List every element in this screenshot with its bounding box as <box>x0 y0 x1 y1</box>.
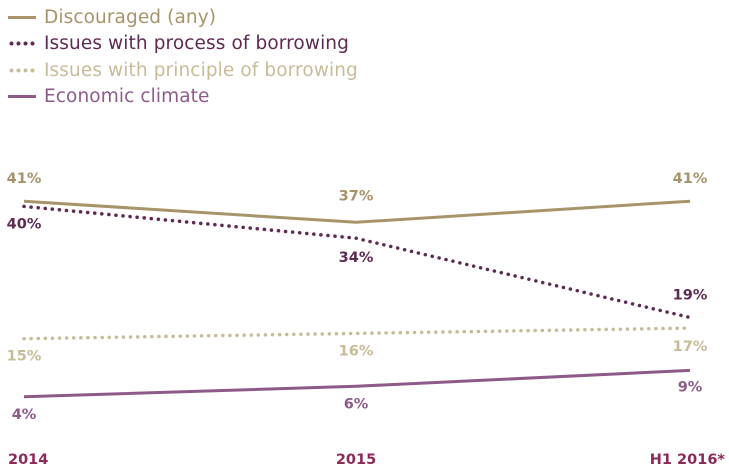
legend-label: Issues with principle of borrowing <box>44 59 358 81</box>
data-label: 17% <box>673 339 708 355</box>
data-label: 19% <box>673 288 708 304</box>
data-label: 41% <box>673 171 708 187</box>
legend-swatch <box>8 41 36 47</box>
data-label: 34% <box>339 250 374 266</box>
data-label: 37% <box>339 188 374 204</box>
series-line <box>22 204 692 320</box>
x-tick-label: 2015 <box>336 452 376 468</box>
legend-item: Issues with principle of borrowing <box>8 57 358 84</box>
series-line <box>23 368 691 399</box>
data-label: 15% <box>7 349 42 365</box>
legend-swatch <box>8 95 36 99</box>
legend-label: Issues with process of borrowing <box>44 33 349 55</box>
data-label: 40% <box>7 216 42 232</box>
x-tick-label: H1 2016* <box>650 452 726 468</box>
data-label: 6% <box>344 396 369 412</box>
legend-item: Discouraged (any) <box>8 4 358 31</box>
legend-item: Economic climate <box>8 84 358 111</box>
legend-swatch <box>8 67 36 73</box>
series-line <box>23 199 691 224</box>
data-label: 16% <box>339 343 374 359</box>
legend-item: Issues with process of borrowing <box>8 31 358 58</box>
legend-label: Discouraged (any) <box>44 6 217 28</box>
data-label: 41% <box>7 171 42 187</box>
legend: Discouraged (any) Issues with process of … <box>8 4 358 110</box>
legend-swatch <box>8 15 36 19</box>
legend-label: Economic climate <box>44 86 210 108</box>
data-label: 4% <box>12 407 37 423</box>
series-line <box>22 326 692 341</box>
data-label: 9% <box>678 379 703 395</box>
x-tick-label: 2014 <box>8 452 48 468</box>
